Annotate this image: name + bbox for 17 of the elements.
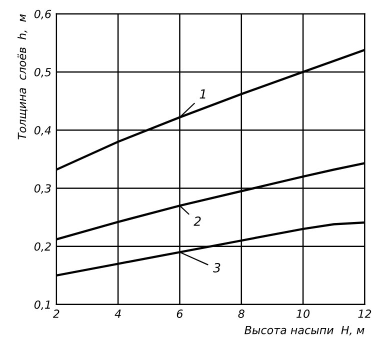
y-tick-label: 0,3: [34, 184, 51, 194]
series-label: 3: [213, 263, 220, 272]
y-tick-label: 0,1: [34, 300, 50, 310]
y-tick-label: 0,5: [34, 68, 51, 78]
x-tick-label: 12: [358, 310, 372, 318]
x-tick-label: 6: [176, 310, 183, 318]
legend-label: 2: [194, 216, 201, 226]
y-tick-label: 0,6: [34, 10, 52, 20]
x-axis-title: Высота насыпи H, м: [244, 326, 364, 336]
x-tick-label: 4: [114, 310, 121, 318]
y-tick-label: 0,2: [34, 242, 51, 252]
x-tick-label: 2: [52, 310, 60, 318]
y-tick-label: 0,4: [34, 126, 51, 136]
y-axis-title: Толщина слоёв h, м: [18, 14, 28, 140]
x-tick-label: 10: [296, 310, 310, 318]
x-tick-label: 8: [238, 310, 244, 318]
series-label: 1: [200, 89, 206, 99]
